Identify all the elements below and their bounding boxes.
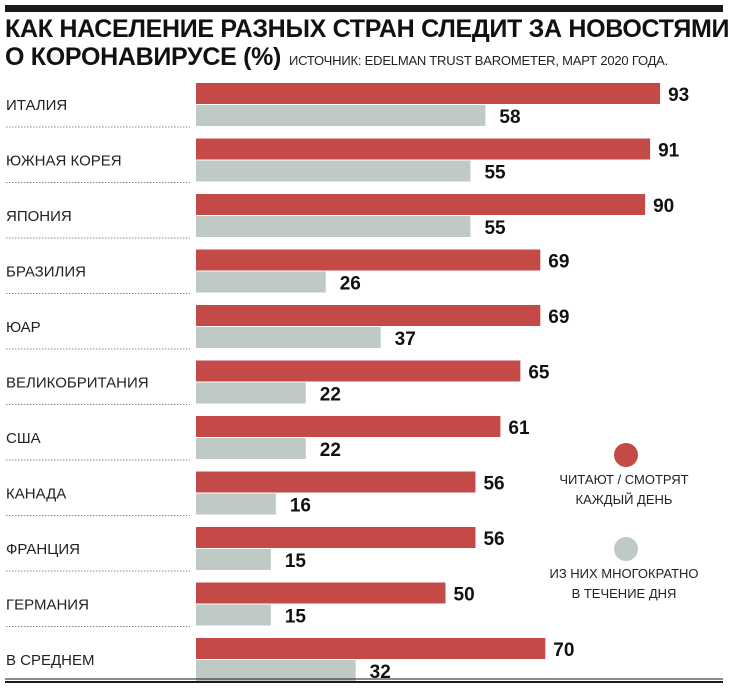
category-label: В СРЕДНЕМ: [6, 652, 95, 669]
chart-title-line2: О КОРОНАВИРУСЕ (%): [5, 43, 282, 71]
bar-daily: [196, 138, 651, 160]
chart-title-line1: КАК НАСЕЛЕНИЕ РАЗНЫХ СТРАН СЛЕДИТ ЗА НОВ…: [5, 15, 730, 43]
bar-daily: [196, 249, 541, 271]
value-label-daily: 70: [553, 640, 574, 661]
value-label-multiple: 58: [499, 107, 520, 128]
value-label-multiple: 55: [484, 218, 506, 239]
bar-multiple: [196, 549, 271, 570]
bar-daily: [196, 360, 521, 382]
value-label-daily: 69: [548, 252, 569, 273]
category-label: ЮАР: [6, 319, 41, 336]
category-label: ИТАЛИЯ: [6, 97, 67, 114]
bar-daily: [196, 638, 546, 659]
legend-label: ИЗ НИХ МНОГОКРАТНО: [549, 566, 698, 581]
bottom-rule: [5, 681, 723, 683]
bar-daily: [196, 416, 501, 437]
bar-multiple: [196, 105, 486, 126]
category-label: ГЕРМАНИЯ: [6, 597, 89, 614]
value-label-multiple: 22: [320, 385, 341, 406]
legend-label: ЧИТАЮТ / СМОТРЯТ: [559, 472, 688, 487]
value-label-daily: 56: [483, 529, 504, 550]
category-label: ЮЖНАЯ КОРЕЯ: [6, 153, 122, 170]
source-note: ИСТОЧНИК: EDELMAN TRUST BAROMETER, МАРТ …: [289, 53, 669, 68]
value-label-daily: 61: [508, 418, 530, 439]
bar-daily: [196, 83, 661, 104]
bar-daily: [196, 305, 541, 326]
bar-multiple: [196, 438, 306, 459]
category-label: ЯПОНИЯ: [6, 208, 72, 225]
value-label-multiple: 55: [484, 163, 506, 184]
value-label-daily: 56: [483, 474, 504, 495]
value-label-multiple: 26: [340, 274, 361, 295]
top-rule: [5, 5, 723, 12]
bar-daily: [196, 471, 476, 493]
bar-multiple: [196, 382, 306, 404]
category-label: БРАЗИЛИЯ: [6, 264, 86, 281]
bar-daily: [196, 582, 446, 604]
value-label-daily: 90: [653, 196, 674, 217]
value-label-daily: 69: [548, 307, 569, 328]
value-label-multiple: 32: [370, 662, 391, 683]
bar-multiple: [196, 216, 471, 237]
value-label-multiple: 37: [395, 329, 416, 350]
legend-marker-multiple: [614, 537, 638, 561]
value-label-multiple: 22: [320, 440, 341, 461]
value-label-daily: 93: [668, 85, 689, 106]
category-label: КАНАДА: [6, 486, 66, 503]
value-label-daily: 65: [528, 363, 550, 384]
legend-label: КАЖДЫЙ ДЕНЬ: [576, 492, 673, 507]
bar-daily: [196, 527, 476, 548]
bar-multiple: [196, 327, 381, 348]
value-label-daily: 91: [658, 141, 680, 162]
value-label-multiple: 15: [285, 551, 307, 572]
category-label: ВЕЛИКОБРИТАНИЯ: [6, 375, 149, 392]
bar-multiple: [196, 160, 471, 182]
legend-label: В ТЕЧЕНИЕ ДНЯ: [572, 586, 677, 601]
category-label: США: [6, 430, 41, 447]
bar-daily: [196, 194, 646, 215]
category-label: ФРАНЦИЯ: [6, 541, 80, 558]
bar-multiple: [196, 271, 326, 293]
value-label-multiple: 15: [285, 607, 307, 628]
bar-multiple: [196, 493, 276, 515]
bar-multiple: [196, 660, 356, 681]
value-label-multiple: 16: [290, 496, 311, 517]
legend-marker-daily: [614, 443, 638, 467]
value-label-daily: 50: [454, 585, 475, 606]
bar-multiple: [196, 604, 271, 626]
